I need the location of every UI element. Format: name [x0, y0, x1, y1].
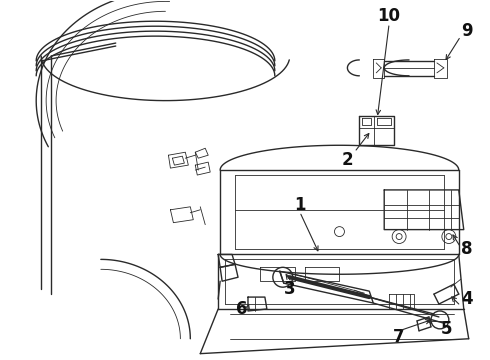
Text: 7: 7 [393, 328, 405, 346]
Text: 9: 9 [461, 22, 472, 40]
Text: 10: 10 [378, 7, 401, 25]
Text: 4: 4 [461, 290, 472, 308]
Text: 5: 5 [441, 320, 453, 338]
Text: 2: 2 [342, 151, 353, 169]
Text: 1: 1 [294, 196, 305, 214]
Text: 8: 8 [461, 240, 472, 258]
Text: 3: 3 [284, 280, 295, 298]
Text: 6: 6 [236, 300, 248, 318]
